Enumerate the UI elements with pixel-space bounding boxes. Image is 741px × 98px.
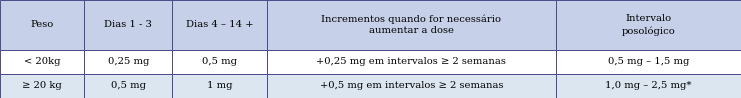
Text: 0,25 mg: 0,25 mg — [107, 58, 149, 66]
Bar — [0, 0, 84, 50]
Text: Intervalo
posológico: Intervalo posológico — [622, 14, 675, 36]
Text: Dias 1 - 3: Dias 1 - 3 — [104, 20, 152, 29]
Bar — [172, 50, 267, 74]
Bar — [556, 50, 741, 74]
Text: ≥ 20 kg: ≥ 20 kg — [22, 82, 62, 90]
Text: Peso: Peso — [30, 20, 54, 29]
Bar — [556, 0, 741, 50]
Bar — [0, 50, 84, 74]
Bar — [172, 74, 267, 98]
Bar — [267, 0, 556, 50]
Text: 0,5 mg: 0,5 mg — [110, 82, 146, 90]
Text: 0,5 mg – 1,5 mg: 0,5 mg – 1,5 mg — [608, 58, 689, 66]
Text: +0,25 mg em intervalos ≥ 2 semanas: +0,25 mg em intervalos ≥ 2 semanas — [316, 58, 506, 66]
Bar — [84, 50, 172, 74]
Bar — [84, 74, 172, 98]
Bar — [0, 74, 84, 98]
Text: Incrementos quando for necessário
aumentar a dose: Incrementos quando for necessário aument… — [322, 15, 501, 35]
Bar — [267, 50, 556, 74]
Text: 0,5 mg: 0,5 mg — [202, 58, 237, 66]
Text: 1 mg: 1 mg — [207, 82, 232, 90]
Text: Dias 4 – 14 +: Dias 4 – 14 + — [185, 20, 253, 29]
Text: 1,0 mg – 2,5 mg*: 1,0 mg – 2,5 mg* — [605, 82, 691, 90]
Bar — [172, 0, 267, 50]
Text: < 20kg: < 20kg — [24, 58, 61, 66]
Bar — [556, 74, 741, 98]
Bar — [84, 0, 172, 50]
Bar — [267, 74, 556, 98]
Text: +0,5 mg em intervalos ≥ 2 semanas: +0,5 mg em intervalos ≥ 2 semanas — [319, 82, 503, 90]
